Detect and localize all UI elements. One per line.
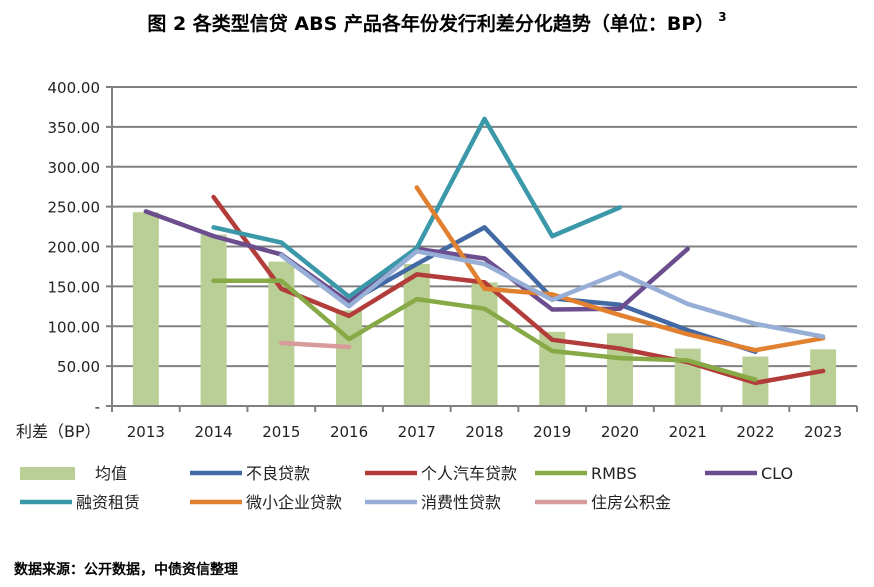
- legend-item: 个人汽车贷款: [365, 464, 517, 483]
- x-tick-label: 2013: [127, 423, 165, 441]
- y-tick-label: 350.00: [48, 119, 101, 137]
- legend-label: RMBS: [591, 464, 637, 483]
- legend-label: 融资租赁: [76, 493, 140, 512]
- y-tick-label: 150.00: [48, 278, 101, 296]
- legend-label: 微小企业贷款: [246, 493, 342, 512]
- chart-title: 图 2 各类型信贷 ABS 产品各年份发行利差分化趋势（单位：BP） 3: [147, 10, 726, 35]
- bar-2020: [606, 333, 633, 406]
- y-tick-label: 400.00: [48, 79, 101, 97]
- legend-item: 住房公积金: [535, 493, 671, 512]
- x-tick-label: 2016: [330, 423, 368, 441]
- y-tick-label: 300.00: [48, 159, 101, 177]
- series-line-6: [279, 249, 826, 339]
- legend-swatch: [20, 467, 75, 480]
- x-tick-label: 2021: [669, 423, 707, 441]
- series-line-5: [414, 185, 826, 353]
- legend-label: 不良贷款: [246, 464, 310, 483]
- legend-label: 个人汽车贷款: [421, 464, 517, 483]
- bar-2013: [132, 212, 159, 406]
- y-tick-label: 200.00: [48, 239, 101, 257]
- legend-label: 住房公积金: [591, 493, 671, 512]
- series-line-4: [211, 116, 623, 299]
- y-tick-label: 100.00: [48, 318, 101, 336]
- y-tick-label: 250.00: [48, 199, 101, 217]
- source-note: 数据来源：公开数据，中债资信整理: [14, 561, 238, 578]
- bar-2014: [200, 234, 227, 406]
- x-tick-label: 2019: [533, 423, 571, 441]
- y-tick-label: 50.00: [57, 358, 100, 376]
- x-tick-label: 2018: [465, 423, 503, 441]
- y-axis-label: 利差（BP）: [16, 422, 101, 441]
- legend-item: CLO: [705, 464, 793, 483]
- x-tick-label: 2022: [736, 423, 774, 441]
- legend-label: 均值: [95, 464, 127, 483]
- legend-item: 不良贷款: [190, 464, 310, 483]
- series-line-7: [279, 340, 352, 350]
- bar-2023: [810, 349, 837, 406]
- legend-item: 均值: [20, 464, 127, 483]
- bar-2018: [471, 282, 498, 406]
- legend-item: 消费性贷款: [365, 493, 501, 512]
- bar-2017: [403, 264, 430, 406]
- x-tick-label: 2014: [194, 423, 232, 441]
- series-line-1: [211, 194, 826, 386]
- x-tick-label: 2015: [262, 423, 300, 441]
- x-tick-label: 2023: [804, 423, 842, 441]
- legend-label: 消费性贷款: [421, 493, 501, 512]
- legend-item: 融资租赁: [20, 493, 140, 512]
- legend-item: 微小企业贷款: [190, 493, 342, 512]
- legend-item: RMBS: [535, 464, 637, 483]
- legend-label: CLO: [761, 464, 793, 483]
- x-tick-label: 2020: [601, 423, 639, 441]
- bar-2021: [674, 348, 701, 406]
- y-tick-label: -: [95, 398, 100, 416]
- x-tick-label: 2017: [398, 423, 436, 441]
- bar-2016: [336, 310, 363, 406]
- series-line-2: [211, 278, 758, 382]
